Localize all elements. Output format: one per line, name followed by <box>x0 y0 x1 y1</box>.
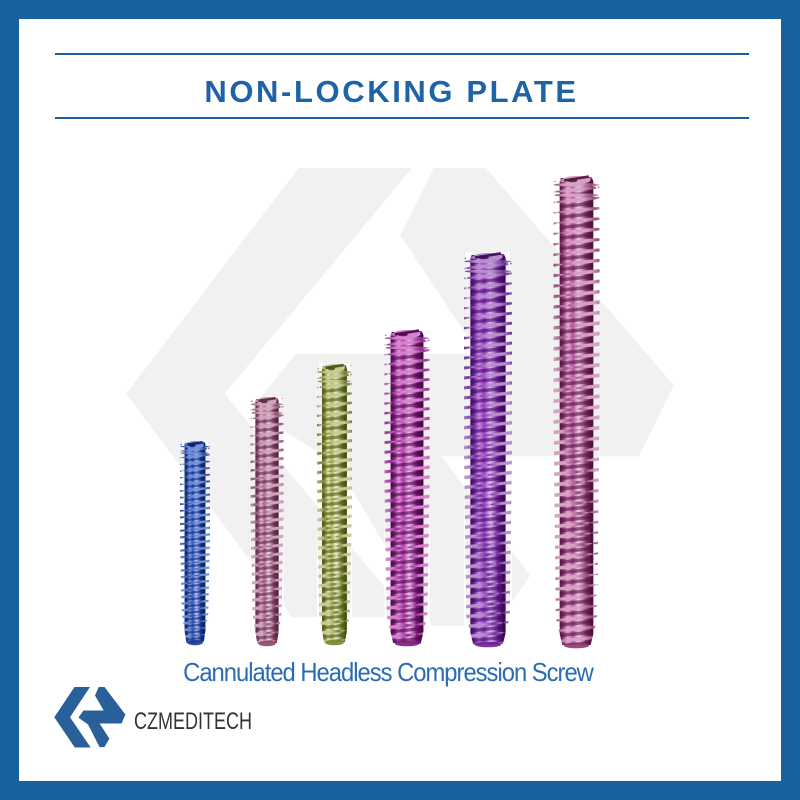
svg-text:CZMEDITECH: CZMEDITECH <box>134 708 252 735</box>
